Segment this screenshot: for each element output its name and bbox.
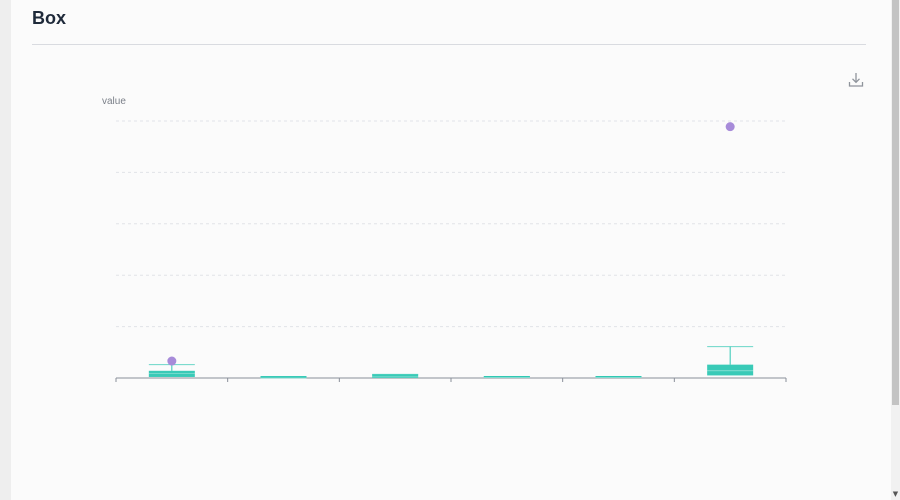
box-item [707, 122, 754, 376]
box-body [372, 374, 419, 378]
download-icon-graphic [848, 73, 864, 87]
box-item [148, 356, 195, 377]
y-axis-label: value [102, 96, 126, 107]
box-item [595, 375, 642, 378]
box-item [260, 376, 307, 379]
download-icon[interactable] [847, 71, 865, 89]
box-body [707, 364, 754, 376]
box-body [260, 376, 307, 378]
outlier-point [725, 122, 735, 132]
x-axis [115, 377, 787, 382]
card-title: Box [32, 8, 67, 28]
box-series [148, 122, 754, 379]
chart-card: Box [11, 0, 891, 500]
box-item [483, 375, 530, 378]
vertical-scrollbar[interactable]: ▼ [891, 0, 900, 500]
scroll-down-icon[interactable]: ▼ [892, 490, 899, 498]
outlier-point [167, 356, 177, 366]
box-body [148, 370, 195, 377]
box-item [372, 373, 419, 378]
grid-lines [116, 120, 786, 328]
scrollbar-thumb[interactable] [892, 0, 899, 405]
box-body [483, 376, 530, 378]
title-divider [32, 44, 866, 45]
box-body [595, 376, 642, 378]
